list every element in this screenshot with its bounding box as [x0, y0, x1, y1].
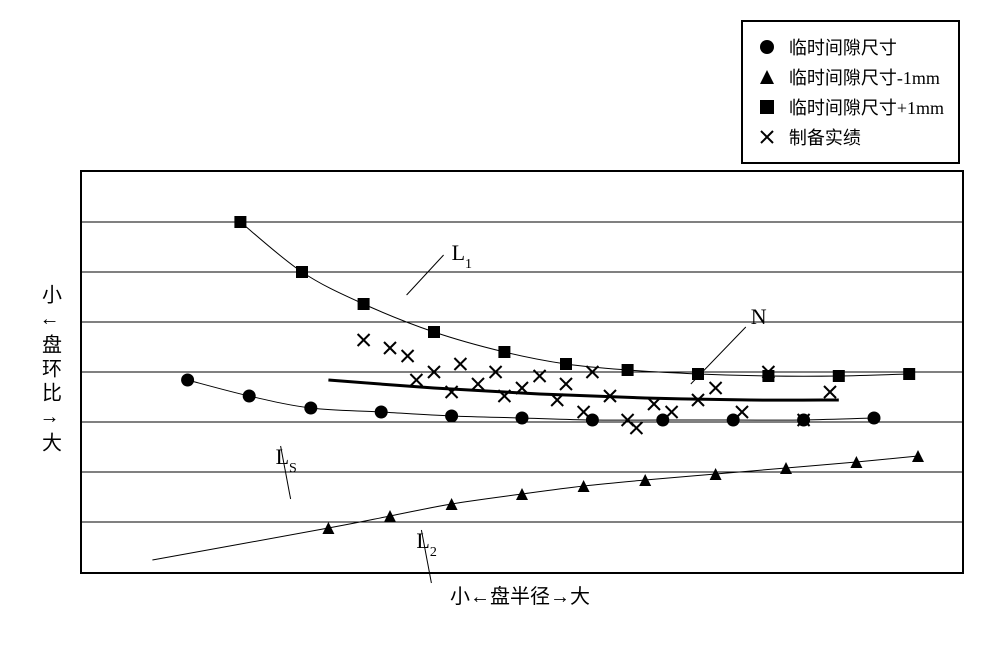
plot-area: L1 N LS L2: [80, 170, 964, 574]
circle-icon: [757, 39, 777, 55]
x-axis-label: 小←盘半径→大: [80, 580, 960, 609]
legend-label: 临时间隙尺寸: [789, 34, 897, 60]
chart-container: 临时间隙尺寸 临时间隙尺寸-1mm 临时间隙尺寸+1mm 制备实绩 小←盘环比→…: [20, 20, 980, 640]
legend-item-triangle: 临时间隙尺寸-1mm: [757, 64, 944, 90]
legend-item-circle: 临时间隙尺寸: [757, 34, 944, 60]
legend-item-x: 制备实绩: [757, 124, 944, 150]
svg-text:N: N: [751, 304, 767, 329]
legend-item-square: 临时间隙尺寸+1mm: [757, 94, 944, 120]
legend-label: 临时间隙尺寸-1mm: [789, 64, 940, 90]
legend-box: 临时间隙尺寸 临时间隙尺寸-1mm 临时间隙尺寸+1mm 制备实绩: [741, 20, 960, 164]
svg-text:LS: LS: [276, 444, 297, 476]
y-axis-label-container: 小←盘环比→大: [30, 170, 70, 570]
legend-label: 制备实绩: [789, 124, 861, 150]
plot-svg: L1 N LS L2: [82, 172, 962, 572]
legend-label: 临时间隙尺寸+1mm: [789, 94, 944, 120]
triangle-icon: [757, 69, 777, 85]
y-axis-label: 小←盘环比→大: [36, 284, 65, 456]
x-icon: [757, 129, 777, 145]
svg-text:L2: L2: [416, 528, 436, 560]
square-icon: [757, 99, 777, 115]
svg-text:L1: L1: [452, 240, 472, 272]
